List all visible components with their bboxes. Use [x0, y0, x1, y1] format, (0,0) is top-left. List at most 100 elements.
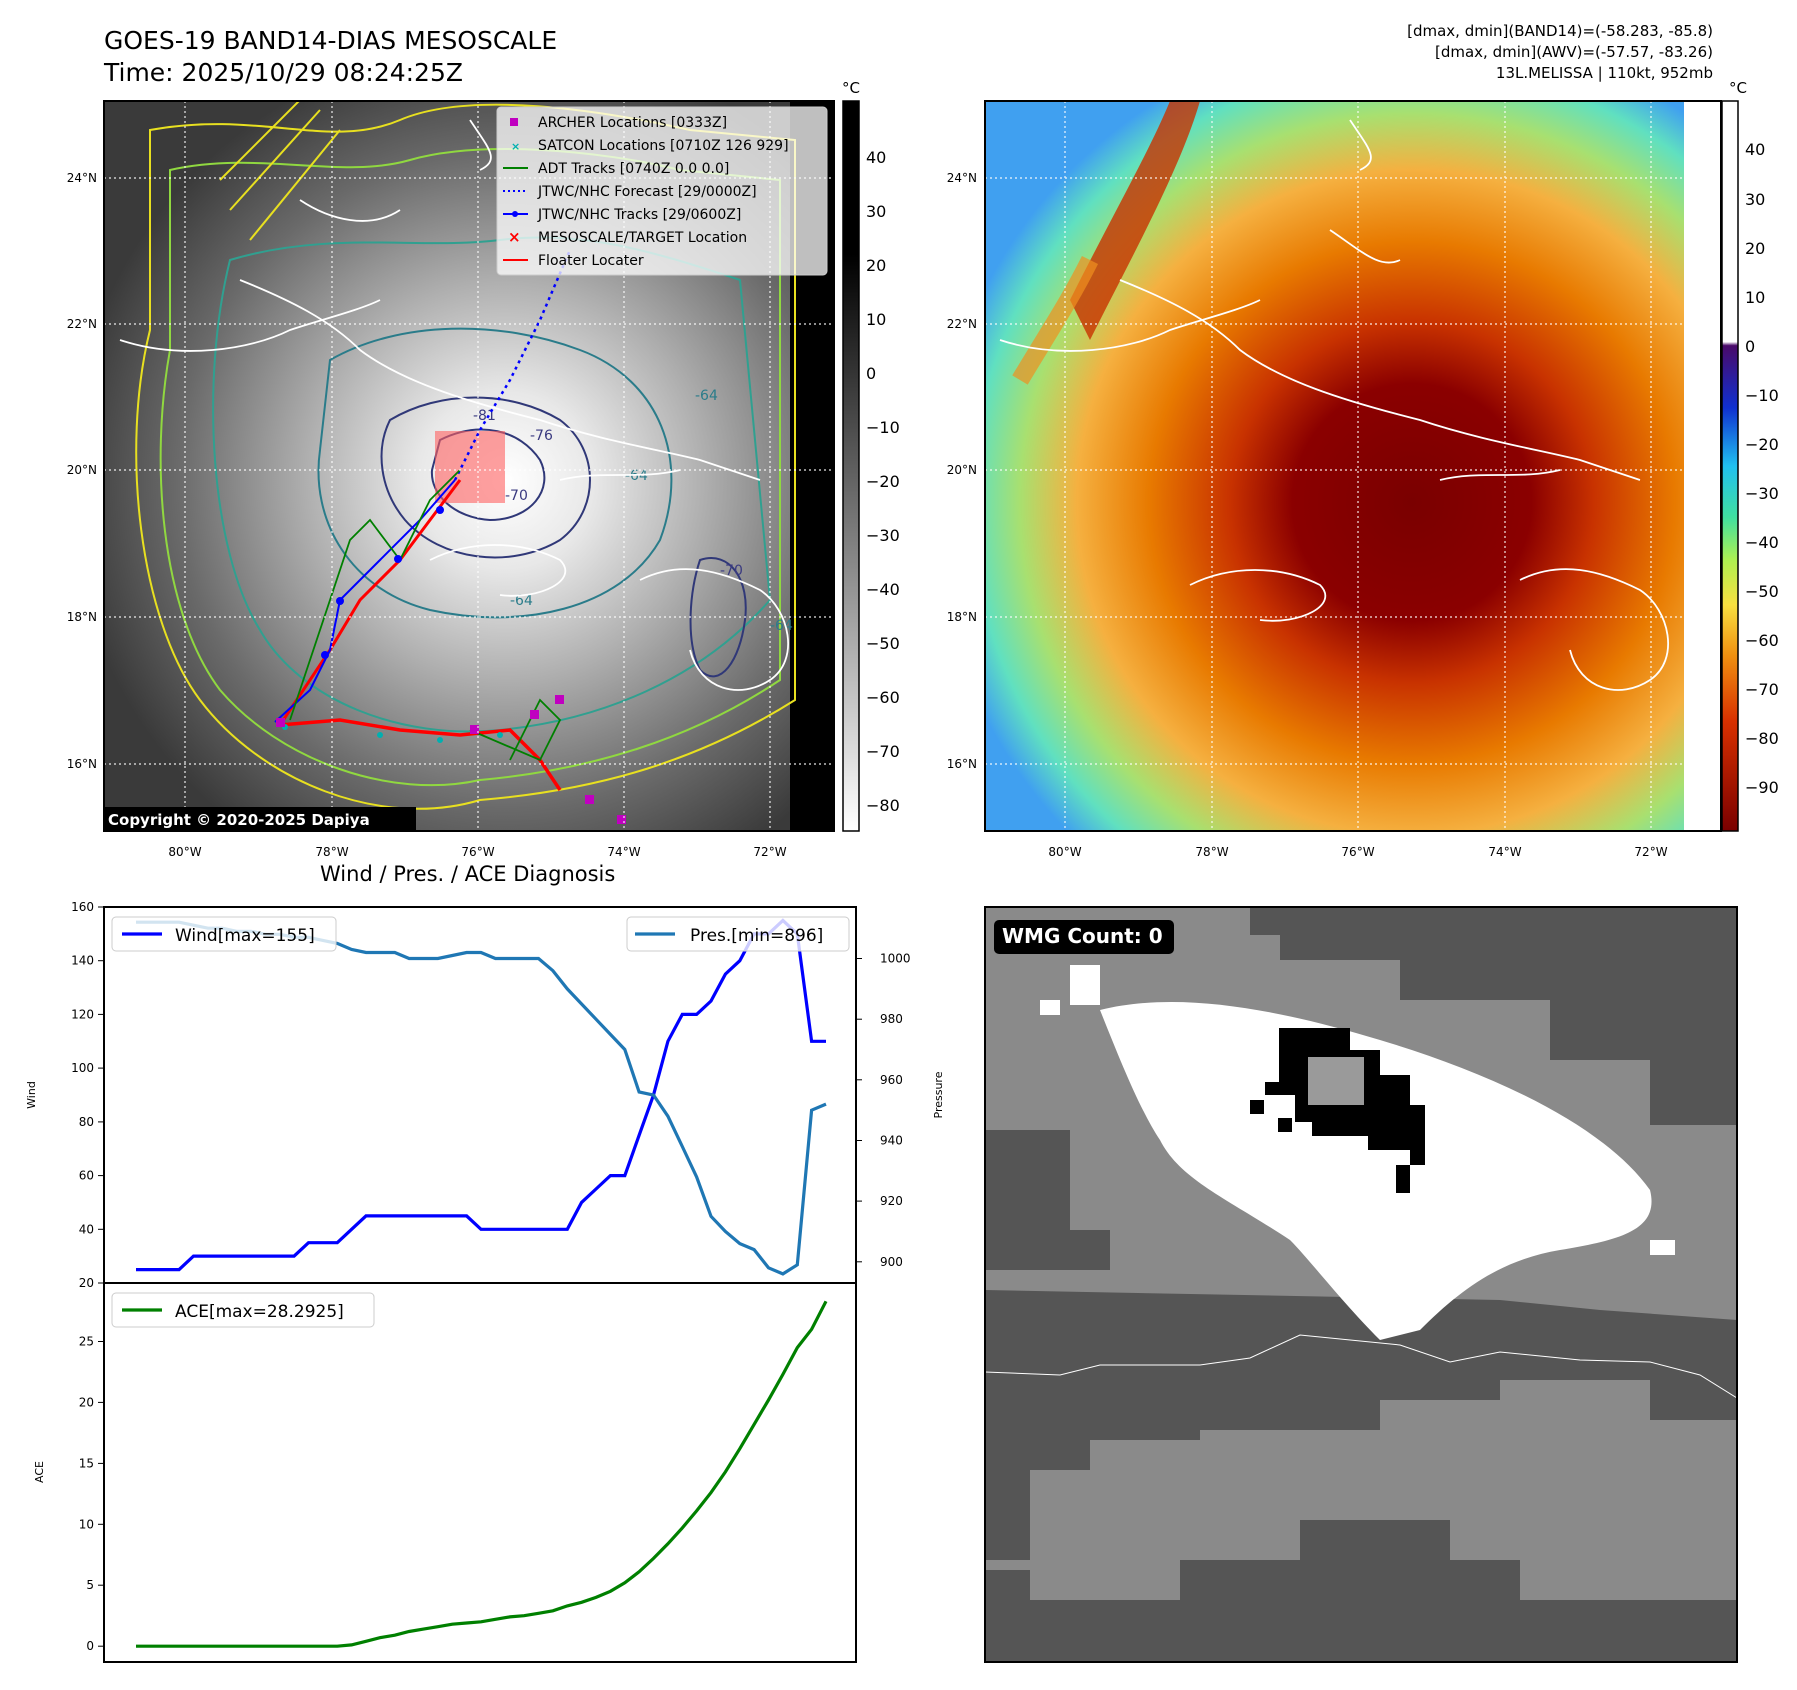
wind-tick-label: 120 — [71, 1007, 94, 1021]
storm-info-text: 13L.MELISSA | 110kt, 952mb — [1495, 64, 1713, 82]
wind-tick-label: 20 — [79, 1276, 94, 1290]
wmg-classification-panel: WMG Count: 0 — [984, 906, 1738, 1663]
wind-tick-label: 100 — [71, 1061, 94, 1075]
ace-tick-label: 25 — [79, 1335, 94, 1349]
copyright-text: Copyright © 2020-2025 Dapiya — [108, 811, 370, 829]
colorbar-tick: −10 — [866, 418, 900, 437]
wind-tick-label: 160 — [71, 900, 94, 914]
pressure-axis-label: Pressure — [932, 1071, 945, 1118]
diagnosis-chart-title: Wind / Pres. / ACE Diagnosis — [320, 862, 616, 886]
colorbar-tick: −40 — [866, 580, 900, 599]
ace-tick-label: 15 — [79, 1456, 94, 1470]
colorbar-unit: °C — [1729, 79, 1747, 97]
colorbar-tick: −70 — [866, 742, 900, 761]
legend-marker-target: × — [508, 228, 521, 246]
pressure-legend: Pres.[min=896] — [626, 916, 850, 952]
ace-tick-label: 20 — [79, 1395, 94, 1409]
colorbar-tick: −10 — [1745, 386, 1779, 405]
colorbar-tick: −20 — [1745, 435, 1779, 454]
awv-colorbar: °C 40 30 20 10 0 −10 −20 −30 −40 −50 −60… — [1721, 79, 1779, 832]
colorbar-tick: 40 — [866, 148, 886, 167]
contour-label: -64 — [510, 593, 533, 609]
legend-marker-satcon: × — [511, 140, 520, 153]
colorbar-tick: −30 — [1745, 484, 1779, 503]
colorbar-tick: −80 — [1745, 729, 1779, 748]
pressure-tick-label: 980 — [880, 1012, 903, 1026]
wind-axis-label: Wind — [25, 1081, 38, 1109]
wind-legend: Wind[max=155] — [111, 916, 337, 952]
colorbar-tick: 0 — [866, 364, 876, 383]
lat-tick-label: 18°N — [67, 610, 97, 624]
lon-tick-label: 72°W — [1634, 845, 1667, 859]
wind-legend-label: Wind[max=155] — [175, 926, 315, 946]
wind-tick-label: 140 — [71, 954, 94, 968]
colorbar-tick: 40 — [1745, 140, 1765, 159]
pressure-tick-label: 900 — [880, 1255, 903, 1269]
colorbar-tick: −60 — [866, 688, 900, 707]
ace-legend: ACE[max=28.2925] — [111, 1292, 375, 1328]
lat-tick-label: 24°N — [67, 171, 97, 185]
lon-tick-label: 80°W — [168, 845, 201, 859]
pressure-tick-label: 960 — [880, 1073, 903, 1087]
colorbar-tick: 20 — [866, 256, 886, 275]
ace-tick-label: 10 — [79, 1517, 94, 1531]
contour-label: -76 — [530, 428, 553, 444]
ace-tick-label: 0 — [86, 1639, 94, 1653]
ace-tick-label: 5 — [86, 1578, 94, 1592]
colorbar-tick: −50 — [866, 634, 900, 653]
contour-label: -70 — [720, 563, 743, 579]
wind-tick-label: 80 — [79, 1115, 94, 1129]
ace-axis: 0 5 10 15 20 25 — [79, 1335, 104, 1653]
pressure-tick-label: 940 — [880, 1134, 903, 1148]
lat-tick-label: 22°N — [947, 317, 977, 331]
lat-tick-label: 20°N — [947, 463, 977, 477]
ace-series-line — [136, 1300, 828, 1648]
colorbar-tick: 10 — [866, 310, 886, 329]
contour-label: -64 — [625, 468, 648, 484]
lon-tick-label: 74°W — [607, 845, 640, 859]
lon-tick-label: 78°W — [1195, 845, 1228, 859]
pressure-legend-label: Pres.[min=896] — [690, 926, 823, 946]
legend-label: SATCON Locations [0710Z 126 929] — [538, 138, 789, 154]
awv-satellite-map: 80°W 78°W 76°W 74°W 72°W 24°N 22°N 20°N … — [947, 100, 1722, 859]
colorbar-tick: −80 — [866, 796, 900, 815]
lat-tick-label: 22°N — [67, 317, 97, 331]
colorbar-tick: 30 — [1745, 190, 1765, 209]
legend-label: ADT Tracks [0740Z 0.0 0.0] — [538, 161, 729, 177]
lon-tick-label: 74°W — [1488, 845, 1521, 859]
ir-satellite-map: -81 -76 -70 -64 -64 -64 -64 -70 — [67, 100, 835, 859]
legend-label: JTWC/NHC Forecast [29/0000Z] — [537, 184, 757, 200]
legend-label: ARCHER Locations [0333Z] — [538, 115, 727, 131]
colorbar-tick: 30 — [866, 202, 886, 221]
contour-label: -70 — [505, 488, 528, 504]
wind-tick-label: 60 — [79, 1169, 94, 1183]
ace-legend-label: ACE[max=28.2925] — [175, 1302, 344, 1322]
colorbar-tick: 0 — [1745, 337, 1755, 356]
wind-series-line — [136, 918, 826, 1272]
lat-tick-label: 20°N — [67, 463, 97, 477]
contour-label: -64 — [770, 618, 793, 634]
colorbar-tick: −70 — [1745, 680, 1779, 699]
lat-tick-label: 18°N — [947, 610, 977, 624]
lat-tick-label: 24°N — [947, 171, 977, 185]
lat-tick-label: 16°N — [67, 757, 97, 771]
band14-range-text: [dmax, dmin](BAND14)=(-58.283, -85.8) — [1407, 22, 1713, 40]
ace-chart: 0 5 10 15 20 25 ACE ACE[max=28.2925] — [33, 1282, 857, 1663]
lon-tick-label: 76°W — [1341, 845, 1374, 859]
colorbar-tick: 10 — [1745, 288, 1765, 307]
colorbar-tick: 20 — [1745, 239, 1765, 258]
colorbar-tick: −30 — [866, 526, 900, 545]
lat-tick-label: 16°N — [947, 757, 977, 771]
wind-pressure-chart: 20 40 60 80 100 120 140 160 900 920 940 960 980 1000… — [25, 900, 945, 1290]
pressure-tick-label: 1000 — [880, 952, 911, 966]
contour-label: -81 — [473, 408, 496, 424]
map-legend: × × ARCHER Locations [0333Z] SATCON Loca… — [496, 106, 828, 276]
lon-tick-label: 76°W — [461, 845, 494, 859]
colorbar-tick: −20 — [866, 472, 900, 491]
wmg-count-badge: WMG Count: 0 — [1002, 924, 1163, 948]
wind-tick-label: 40 — [79, 1222, 94, 1236]
colorbar-tick: −60 — [1745, 631, 1779, 650]
colorbar-tick: −50 — [1745, 582, 1779, 601]
colorbar-tick: −40 — [1745, 533, 1779, 552]
awv-range-text: [dmax, dmin](AWV)=(-57.57, -83.26) — [1434, 43, 1713, 61]
